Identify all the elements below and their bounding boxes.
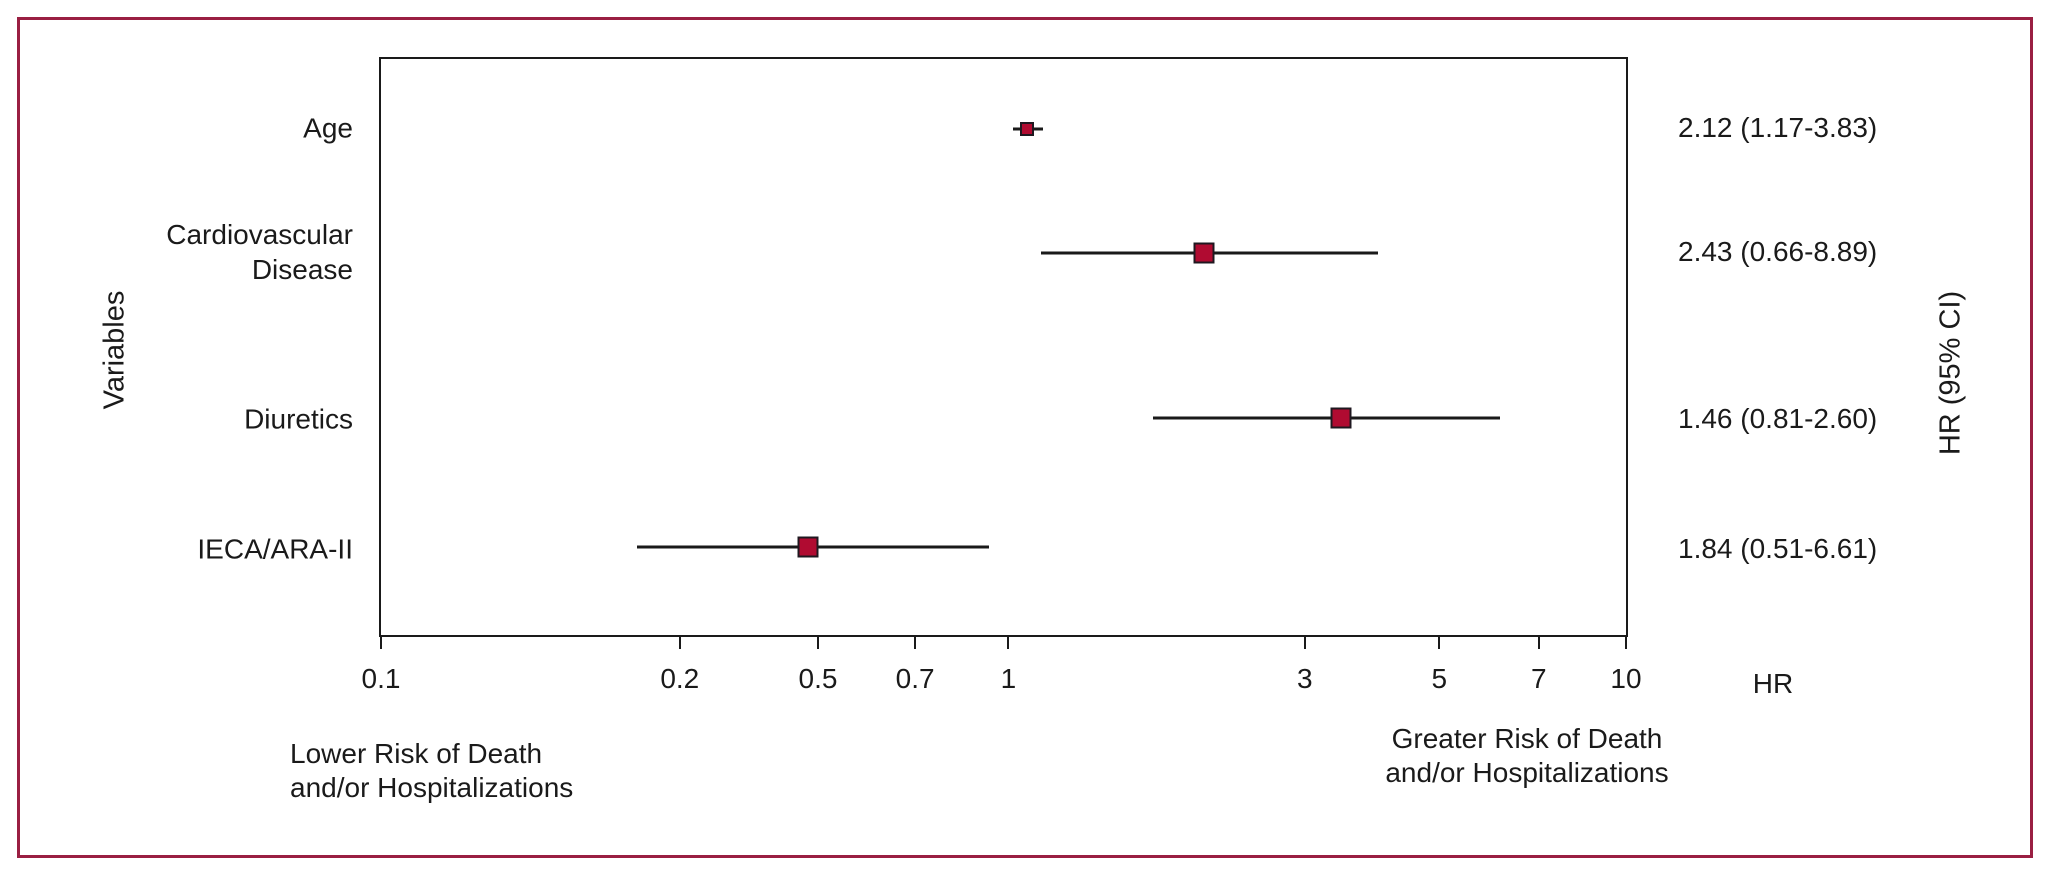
hr-values-column: 2.12 (1.17-3.83) 2.43 (0.66-8.89) 1.46 (0.… bbox=[1678, 57, 2018, 637]
x-tick-label: 0.1 bbox=[361, 663, 401, 694]
hr-ci-value: 2.12 (1.17-3.83) bbox=[1678, 111, 1878, 143]
hr-ci-value: 2.43 (0.66-8.89) bbox=[1678, 235, 1878, 267]
variable-label-line: Cardiovascular bbox=[166, 218, 353, 250]
x-tick-label: 10 bbox=[1610, 663, 1642, 694]
hr-point-marker bbox=[797, 536, 819, 558]
variable-labels-column: Age Cardiovascular Disease Diuretics IECA/AR… bbox=[0, 57, 353, 637]
right-axis-title: HR (95% CI) bbox=[1934, 290, 1967, 456]
x-tick-label: 0.2 bbox=[660, 663, 700, 694]
x-tick-label: 1 bbox=[1000, 663, 1017, 694]
x-tick-mark bbox=[678, 635, 681, 649]
greater-risk-caption-line2: and/or Hospitalizations bbox=[1385, 757, 1669, 788]
x-tick-label: 5 bbox=[1431, 663, 1448, 694]
x-axis-ticks: 0.1 0.2 0.5 0.7 1 3 5 7 10 bbox=[362, 635, 1642, 705]
x-tick-mark bbox=[1537, 635, 1540, 649]
series-layer bbox=[381, 59, 1626, 635]
x-tick-mark bbox=[380, 635, 382, 649]
ci-line bbox=[1152, 416, 1501, 420]
plot-area: 0.1 0.2 0.5 0.7 1 3 5 7 10 bbox=[362, 57, 1642, 694]
variable-label: IECA/ARA-II bbox=[0, 531, 353, 566]
lower-risk-caption: Lower Risk of Death and/or Hospitalizati… bbox=[290, 737, 573, 805]
hr-ci-value: 1.46 (0.81-2.60) bbox=[1678, 402, 1878, 434]
variable-label-line: Age bbox=[303, 112, 353, 144]
x-tick-mark bbox=[1007, 635, 1010, 649]
x-tick-mark bbox=[1303, 635, 1306, 649]
greater-risk-caption-line1: Greater Risk of Death bbox=[1391, 723, 1663, 754]
x-tick-mark bbox=[914, 635, 917, 649]
hr-point-marker bbox=[1330, 407, 1352, 429]
lower-risk-caption-line1: Lower Risk of Death bbox=[290, 738, 543, 769]
x-tick-label: 3 bbox=[1296, 663, 1313, 694]
hr-point-marker bbox=[1193, 242, 1215, 264]
hr-point-marker bbox=[1020, 122, 1035, 137]
x-tick-mark bbox=[816, 635, 819, 649]
x-tick-label: 7 bbox=[1531, 663, 1547, 694]
variable-label: Cardiovascular Disease bbox=[0, 217, 353, 287]
x-axis-title: HR bbox=[1752, 668, 1794, 699]
x-tick-label: 0.5 bbox=[798, 663, 838, 694]
variable-label-line: Disease bbox=[251, 253, 353, 285]
x-tick-mark bbox=[1438, 635, 1441, 649]
hr-ci-value: 1.84 (0.51-6.61) bbox=[1678, 532, 1878, 564]
x-tick-label: 0.7 bbox=[895, 663, 935, 694]
greater-risk-caption: Greater Risk of Death and/or Hospitaliza… bbox=[1385, 722, 1668, 790]
variable-label: Diuretics bbox=[0, 401, 353, 436]
variable-label-line: IECA/ARA-II bbox=[197, 533, 353, 565]
variable-label-line: Diuretics bbox=[244, 403, 353, 435]
variable-label: Age bbox=[0, 110, 353, 145]
lower-risk-caption-line2: and/or Hospitalizations bbox=[290, 772, 574, 803]
x-tick-mark bbox=[1625, 635, 1627, 649]
